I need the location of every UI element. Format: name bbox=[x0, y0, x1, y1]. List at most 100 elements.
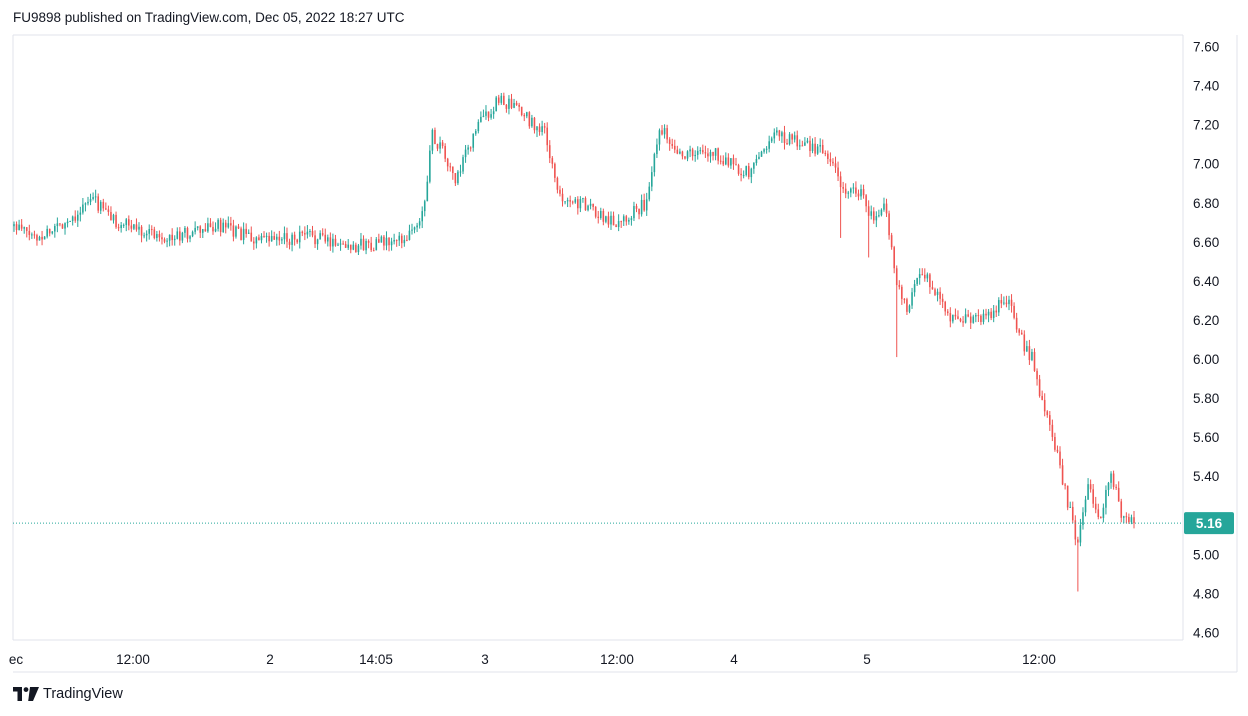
price-tick-label: 7.60 bbox=[1193, 40, 1219, 55]
candle-body bbox=[842, 187, 844, 189]
candle-body bbox=[895, 268, 898, 286]
price-tick-label: 6.60 bbox=[1193, 235, 1219, 250]
candle-body bbox=[1026, 346, 1028, 352]
candle-body bbox=[1013, 305, 1015, 318]
candle-body bbox=[1077, 539, 1079, 543]
candle-body bbox=[316, 239, 319, 245]
candle-body bbox=[388, 237, 390, 246]
candle-body bbox=[444, 145, 446, 159]
candle-body bbox=[378, 239, 380, 243]
candle-body bbox=[1049, 415, 1051, 425]
candle-body bbox=[913, 284, 916, 293]
candle-body bbox=[1036, 370, 1038, 380]
candle-body bbox=[298, 231, 301, 243]
candle-body bbox=[758, 156, 760, 160]
candle-body bbox=[201, 229, 204, 233]
candle-body bbox=[1018, 329, 1020, 333]
candle-body bbox=[105, 208, 107, 210]
candle-body bbox=[1051, 424, 1054, 437]
candle-body bbox=[847, 192, 850, 194]
candle-body bbox=[676, 149, 679, 154]
candle-body bbox=[459, 171, 462, 173]
footer[interactable]: TradingView bbox=[13, 684, 123, 704]
price-tick-label: 6.20 bbox=[1193, 313, 1219, 328]
candle-body bbox=[788, 134, 791, 145]
candle-body bbox=[268, 235, 270, 242]
candle-body bbox=[515, 102, 518, 105]
candle-body bbox=[1130, 517, 1133, 523]
candle-body bbox=[296, 239, 298, 243]
time-axis[interactable]: ec 12:00 2 14:05 3 12:00 4 5 12:00 bbox=[9, 652, 1056, 667]
candle-body bbox=[480, 116, 482, 122]
candle-body bbox=[577, 199, 579, 209]
candle-body bbox=[944, 301, 947, 312]
time-tick-label: 14:05 bbox=[359, 652, 393, 667]
candle-body bbox=[561, 193, 564, 202]
candle-body bbox=[110, 211, 112, 221]
candle-body bbox=[875, 216, 878, 221]
candle-body bbox=[880, 209, 883, 216]
candle-body bbox=[1066, 485, 1069, 508]
candle-body bbox=[64, 223, 66, 229]
time-tick-label: 3 bbox=[481, 652, 489, 667]
candle-body bbox=[798, 145, 801, 147]
candle-body bbox=[684, 156, 686, 159]
candle-body bbox=[778, 130, 781, 137]
candle-body bbox=[510, 98, 513, 108]
candle-body bbox=[181, 232, 184, 241]
time-tick-label: 12:00 bbox=[116, 652, 150, 667]
candle-body bbox=[125, 219, 128, 225]
price-axis[interactable]: 7.60 7.40 7.20 7.00 6.80 6.60 6.40 6.20 6.00 5.80… bbox=[1193, 40, 1219, 641]
candle-body bbox=[827, 153, 829, 159]
time-tick-label: 12:00 bbox=[1022, 652, 1056, 667]
candle-body bbox=[112, 214, 115, 221]
candle-body bbox=[691, 149, 694, 157]
candle-body bbox=[995, 310, 998, 313]
candle-body bbox=[153, 229, 156, 238]
candle-body bbox=[554, 163, 556, 178]
candle-body bbox=[140, 226, 143, 236]
candle-body bbox=[133, 224, 135, 229]
candle-body bbox=[474, 131, 477, 134]
candle-body bbox=[344, 243, 347, 248]
candle-body bbox=[263, 235, 265, 237]
candle-body bbox=[79, 212, 82, 215]
candle-body bbox=[18, 224, 20, 230]
candle-body bbox=[454, 173, 457, 184]
candle-body bbox=[648, 186, 651, 200]
candle-body bbox=[245, 228, 247, 234]
candle-body bbox=[719, 160, 722, 162]
price-tick-label: 5.00 bbox=[1193, 547, 1219, 562]
candle-body bbox=[395, 240, 398, 242]
candle-body bbox=[569, 200, 571, 202]
candle-body bbox=[375, 239, 378, 251]
candle-body bbox=[1110, 473, 1112, 483]
candle-body bbox=[574, 199, 577, 203]
candle-body bbox=[867, 206, 870, 216]
candle-body bbox=[605, 216, 607, 222]
candle-body bbox=[15, 224, 18, 230]
candle-body bbox=[980, 315, 982, 322]
candle-body bbox=[607, 216, 610, 225]
candle-body bbox=[819, 145, 821, 147]
candle-body bbox=[745, 166, 748, 176]
candle-body bbox=[138, 226, 140, 230]
candle-body bbox=[765, 148, 768, 150]
candle-body bbox=[967, 314, 969, 317]
candle-body bbox=[518, 104, 520, 107]
candle-body bbox=[781, 132, 783, 137]
price-tick-label: 6.40 bbox=[1193, 274, 1219, 289]
candle-body bbox=[689, 149, 691, 152]
candle-body bbox=[128, 219, 130, 226]
candle-body bbox=[783, 132, 786, 144]
candle-body bbox=[230, 223, 232, 226]
candle-body bbox=[176, 231, 179, 239]
candle-body bbox=[531, 117, 533, 127]
candle-body bbox=[709, 152, 712, 157]
candle-body bbox=[850, 188, 852, 193]
candle-body bbox=[615, 225, 617, 227]
candle-body bbox=[398, 235, 401, 241]
candle-body bbox=[385, 237, 388, 246]
candle-body bbox=[1069, 506, 1072, 508]
